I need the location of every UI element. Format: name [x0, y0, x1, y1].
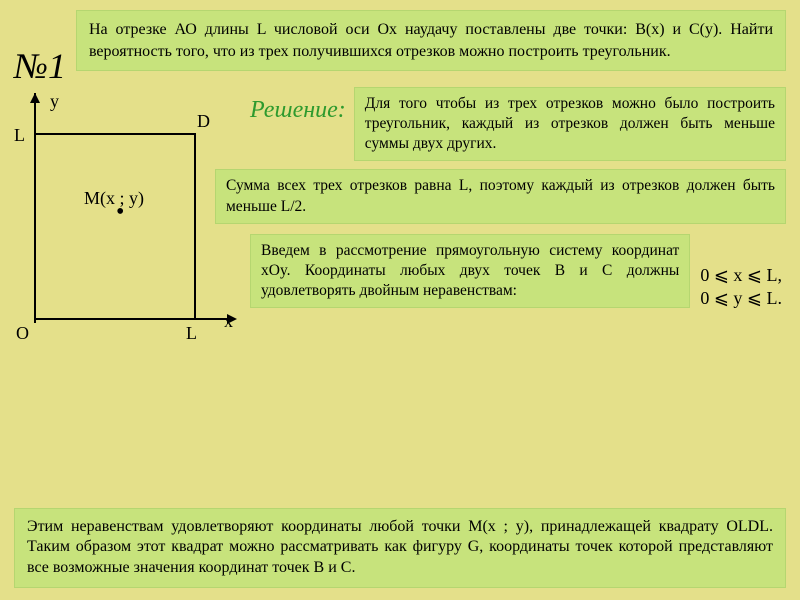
- label-L-left: L: [14, 125, 25, 146]
- label-x: x: [224, 311, 233, 332]
- label-O: O: [16, 323, 29, 344]
- solution-label: Решение:: [250, 87, 346, 124]
- square-right-edge: [194, 133, 196, 319]
- explanation-box-1: Для того чтобы из трех отрезков можно бы…: [354, 87, 786, 161]
- problem-text: На отрезке АО длины L числовой оси Ох на…: [76, 10, 786, 71]
- right-column: Решение: Для того чтобы из трех отрезков…: [244, 87, 786, 333]
- inequalities-block: 0 ⩽ x ⩽ L, 0 ⩽ y ⩽ L.: [690, 234, 786, 311]
- y-axis: [34, 93, 36, 323]
- bottom-explanation-box: Этим неравенствам удовлетворяют координа…: [14, 508, 786, 588]
- label-D: D: [197, 111, 210, 132]
- x-axis: [34, 318, 229, 320]
- label-y: y: [50, 91, 59, 112]
- square-top-edge: [34, 133, 194, 135]
- label-L-bottom: L: [186, 323, 197, 344]
- diagram-column: y L D M(x ; y) • O L x: [14, 87, 244, 333]
- label-M: M(x ; y): [84, 188, 144, 209]
- point-M: •: [116, 208, 124, 216]
- coordinate-diagram: y L D M(x ; y) • O L x: [14, 93, 224, 333]
- inequality-line-1: 0 ⩽ x ⩽ L,: [700, 264, 782, 287]
- explanation-box-3: Введем в рассмотрение прямоугольную сист…: [250, 234, 690, 308]
- problem-number: №1: [14, 45, 66, 87]
- inequality-line-2: 0 ⩽ y ⩽ L.: [700, 287, 782, 310]
- explanation-box-2: Сумма всех трех отрезков равна L, поэтом…: [215, 169, 786, 223]
